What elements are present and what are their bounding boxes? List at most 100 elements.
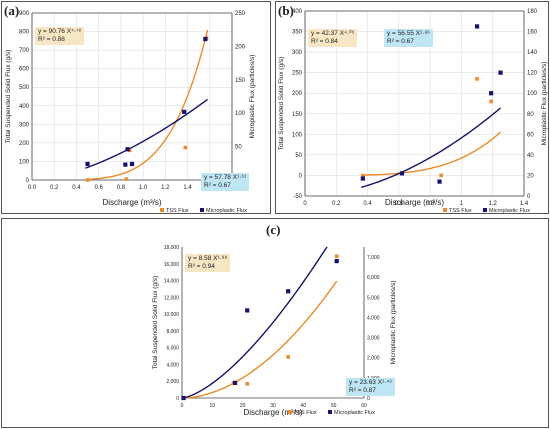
chart-c-y-right-tick-label: 6,000 xyxy=(367,275,380,281)
chart-b-point-microplastic xyxy=(474,24,480,29)
chart-a-y-left-tick-label: 800 xyxy=(19,30,30,36)
chart-a-equation-microplastic-line: y = 57.78 X¹·⁶¹ xyxy=(204,174,247,181)
chart-a-y-left-tick-label: 600 xyxy=(19,67,30,73)
chart-b-legend-label: Microplastic Flux xyxy=(489,208,530,214)
chart-b-y-right-tick-label: 40 xyxy=(527,153,534,159)
chart-b-y-right-tick-label: 0 xyxy=(527,194,531,200)
chart-c-y-right-axis-title: Microplastic Flux (particles/s) xyxy=(390,281,397,365)
chart-a-point-tss xyxy=(85,178,90,182)
chart-a-x-tick-label: 0.4 xyxy=(72,185,81,191)
chart-b-point-microplastic xyxy=(437,179,442,184)
chart-a-y-left-axis-title: Total Suspended Solid Flux (g/s) xyxy=(5,50,12,144)
chart-b-x-tick-label: 0.8 xyxy=(426,201,435,207)
chart-b-y-left-tick-label: 250 xyxy=(292,71,303,77)
chart-c-x-tick-label: 10 xyxy=(210,403,216,409)
chart-c-equation-microplastic: y = 23.63 X¹·⁴⁹ R² = 0.87 xyxy=(346,378,395,396)
chart-b-x-tick-label: 0.4 xyxy=(363,201,372,207)
chart-c-legend-label: Microplastic Flux xyxy=(334,410,375,416)
chart-c-y-left-tick-label: 6,000 xyxy=(166,346,179,352)
chart-a-equation-microplastic-line: R² = 0.67 xyxy=(204,182,231,189)
chart-a-y-left-tick-label: 0 xyxy=(26,178,30,184)
chart-c-point-microplastic xyxy=(334,258,339,264)
chart-c-legend-marker xyxy=(328,410,332,414)
chart-b-y-left-tick-label: 150 xyxy=(292,112,303,118)
chart-c-y-right-tick-label: 4,000 xyxy=(367,315,380,321)
chart-a-point-microplastic xyxy=(129,161,135,167)
chart-a-x-tick-label: 1.0 xyxy=(139,185,148,191)
chart-b-fit-curve-tss xyxy=(361,131,502,176)
chart-b-x-tick-label: 1.2 xyxy=(489,201,498,207)
chart-b-point-tss xyxy=(489,99,493,104)
chart-c-y-left-tick-label: 8,000 xyxy=(166,329,179,335)
chart-c-y-right-tick-label: 5,000 xyxy=(367,295,380,301)
chart-a-point-microplastic xyxy=(123,162,128,167)
chart-c-equation-tss-line: R² = 0.94 xyxy=(188,263,215,270)
chart-a-y-left-tick-label: 500 xyxy=(19,85,30,91)
chart-c-x-tick-label: 30 xyxy=(270,403,276,409)
chart-b-x-tick-label: 0 xyxy=(303,201,307,207)
chart-c-y-left-tick-label: 12,000 xyxy=(164,295,180,301)
chart-a-legend-label: Microplastic Flux xyxy=(206,208,247,214)
chart-b-y-left-tick-label: 350 xyxy=(292,30,303,36)
chart-b-x-axis-title: Discharge (m³/s) xyxy=(385,198,444,207)
chart-c-point-microplastic xyxy=(286,289,291,294)
chart-a-y-right-tick-label: 50 xyxy=(235,145,242,151)
chart-a-legend-marker xyxy=(200,208,204,212)
chart-b-x-tick-label: 0.2 xyxy=(332,201,341,207)
panel-a-label: (a) xyxy=(4,3,20,18)
chart-b-equation-microplastic-line: R² = 0.67 xyxy=(387,38,414,45)
chart-c-y-right-tick-label: 3,000 xyxy=(367,336,380,342)
chart-a-y-left-tick-label: 900 xyxy=(19,11,30,17)
chart-a-y-right-tick-label: 200 xyxy=(235,44,246,50)
chart-a-x-tick-label: 1.2 xyxy=(161,185,170,191)
chart-c-equation-microplastic-line: y = 23.63 X¹·⁴⁹ xyxy=(349,379,392,386)
panel-c-label: (c) xyxy=(266,222,281,237)
chart-a-point-microplastic xyxy=(125,147,130,152)
chart-b-equation-tss: y = 42.37 X⁴·⁰⁹ R² = 0.84 xyxy=(308,29,358,47)
chart-a-equation-tss-line: y = 90.76 X⁴·⁷⁸ xyxy=(38,28,82,35)
chart-a-y-right-tick-label: 250 xyxy=(235,11,246,17)
chart-b-point-microplastic xyxy=(489,91,494,96)
chart-b-y-right-tick-label: 180 xyxy=(527,9,538,15)
chart-c-y-right-tick-label: 7,000 xyxy=(367,255,380,261)
chart-c-x-axis-title: Discharge (m³/s) xyxy=(243,408,302,417)
chart-c-point-microplastic xyxy=(232,380,238,385)
chart-b-x-tick-label: 0.6 xyxy=(395,201,404,207)
chart-c-y-left-tick-label: 10,000 xyxy=(164,312,180,318)
chart-a-equation-tss-line: R² = 0.88 xyxy=(38,36,65,43)
chart-c-y-left-tick-label: 2,000 xyxy=(166,379,179,385)
chart-a-equation-microplastic: y = 57.78 X¹·⁶¹ R² = 0.67 xyxy=(201,173,250,191)
chart-b-x-tick-label: 1.4 xyxy=(520,201,529,207)
chart-a-point-microplastic xyxy=(182,109,187,114)
chart-b-y-left-tick-label: 300 xyxy=(292,50,303,56)
chart-b-y-left-axis-title: Total Suspended Solid Flux (g/s) xyxy=(278,57,285,151)
chart-b-point-tss xyxy=(439,173,443,178)
chart-a-fit-curve-tss xyxy=(85,29,209,181)
chart-a-point-tss xyxy=(183,145,188,150)
chart-c-y-left-tick-label: 4,000 xyxy=(166,362,179,368)
chart-a-y-right-tick-label: 100 xyxy=(235,111,246,117)
chart-a-legend-label: TSS Flux xyxy=(166,208,189,214)
chart-c-equation-microplastic-line: R² = 0.87 xyxy=(349,387,376,394)
chart-c-y-left-axis-title: Total Suspended Solid Flux (g/s) xyxy=(152,276,159,370)
chart-b-legend-marker xyxy=(443,208,447,212)
chart-c-point-tss xyxy=(245,381,250,386)
panel-c xyxy=(1,218,549,428)
chart-b-point-microplastic xyxy=(360,176,365,181)
chart-c-point-tss xyxy=(286,355,290,359)
chart-c-fit-curve-microplastic xyxy=(183,246,328,399)
chart-b-y-right-tick-label: 120 xyxy=(527,71,538,77)
chart-a-y-left-tick-label: 200 xyxy=(19,141,30,147)
chart-b-y-left-tick-label: -50 xyxy=(293,194,302,200)
chart-b-y-right-tick-label: 20 xyxy=(527,173,534,179)
chart-a-legend-marker xyxy=(160,208,164,212)
chart-a-y-left-tick-label: 100 xyxy=(19,159,30,165)
chart-c-legend-marker xyxy=(288,410,292,414)
chart-b-y-right-tick-label: 60 xyxy=(527,132,534,138)
chart-b-y-right-tick-label: 100 xyxy=(527,91,538,97)
chart-a-x-tick-label: 0.0 xyxy=(28,185,37,191)
chart-b-y-right-tick-label: 160 xyxy=(527,30,538,36)
chart-a-y-right-axis-title: Microplastic Flux (particles/s) xyxy=(249,55,256,139)
chart-c-y-left-tick-label: 18,000 xyxy=(164,245,180,251)
